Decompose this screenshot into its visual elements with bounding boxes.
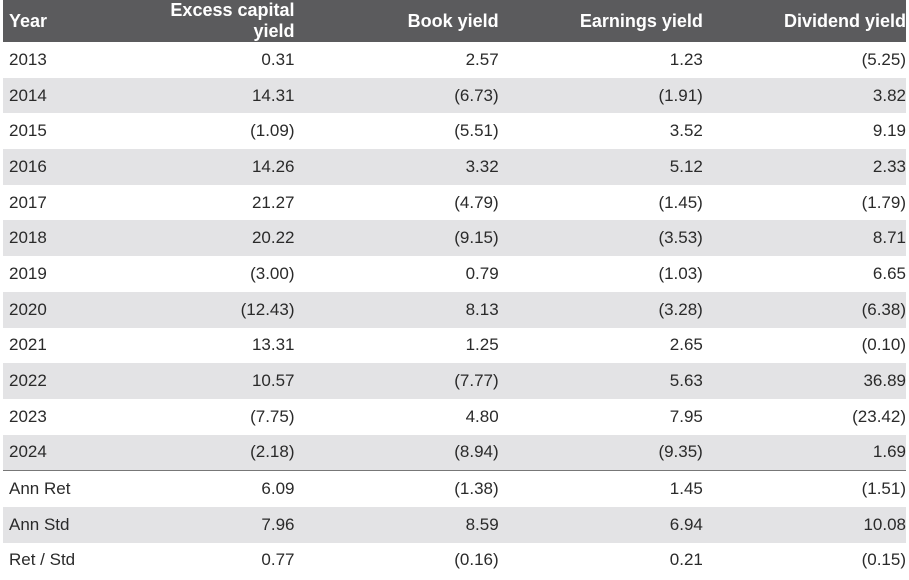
cell-dividend-yield: 8.71 <box>702 220 906 257</box>
cell-year: 2014 <box>3 77 145 114</box>
cell-year: 2017 <box>9 192 47 212</box>
cell-dividend-yield: (5.25) <box>861 49 906 69</box>
cell-book-yield: 1.25 <box>465 335 499 355</box>
cell-dividend-yield: 10.08 <box>702 506 906 543</box>
cell-excess-capital-yield: 21.27 <box>251 192 295 212</box>
cell-year: 2018 <box>3 220 145 257</box>
cell-book-yield: 8.13 <box>294 291 499 328</box>
cell-earnings-yield: (1.45) <box>658 192 703 212</box>
cell-year: 2023 <box>9 406 47 426</box>
table-body: 2013 0.31 2.57 1.23 (5.25) 2014 14.31 (6.73) (1.… <box>3 42 906 578</box>
header-earnings-yield: Earnings yield <box>498 0 703 42</box>
cell-book-yield: 4.80 <box>465 406 499 426</box>
cell-excess-capital-yield: (3.00) <box>250 263 295 283</box>
cell-year: Ann Std <box>3 506 145 543</box>
cell-earnings-yield: 6.94 <box>498 506 703 543</box>
cell-earnings-yield: 2.65 <box>669 335 703 355</box>
table-row: 2017 21.27 (4.79) (1.45) (1.79) <box>3 185 906 221</box>
cell-excess-capital-yield: 7.96 <box>144 506 295 543</box>
cell-earnings-yield: 7.95 <box>669 406 703 426</box>
cell-book-yield: (5.51) <box>454 121 499 141</box>
cell-year: 2021 <box>9 335 47 355</box>
cell-year: 2013 <box>9 49 47 69</box>
cell-excess-capital-yield: (12.43) <box>144 291 295 328</box>
cell-year: 2020 <box>3 291 145 328</box>
cell-dividend-yield: 1.69 <box>702 434 906 471</box>
table-row: 2022 10.57 (7.77) 5.63 36.89 <box>3 363 906 399</box>
cell-excess-capital-yield: 10.57 <box>144 363 295 399</box>
cell-dividend-yield: 2.33 <box>702 149 906 185</box>
cell-dividend-yield: 36.89 <box>702 363 906 399</box>
cell-book-yield: 8.59 <box>294 506 499 543</box>
cell-earnings-yield: (1.03) <box>658 263 703 283</box>
header-row: Year Excess capital yield Book yield Ear… <box>3 0 906 42</box>
cell-excess-capital-yield: (7.75) <box>250 406 295 426</box>
cell-earnings-yield: 1.45 <box>498 470 703 507</box>
cell-earnings-yield: 5.63 <box>498 363 703 399</box>
table-row: 2024 (2.18) (8.94) (9.35) 1.69 <box>3 434 906 471</box>
cell-excess-capital-yield: 14.31 <box>144 77 295 114</box>
cell-book-yield: 3.32 <box>294 149 499 185</box>
cell-book-yield: 0.79 <box>465 263 499 283</box>
cell-earnings-yield: (3.28) <box>498 291 703 328</box>
table-row: 2014 14.31 (6.73) (1.91) 3.82 <box>3 77 906 114</box>
cell-dividend-yield: (1.79) <box>861 192 906 212</box>
cell-earnings-yield: 3.52 <box>669 121 703 141</box>
cell-book-yield: (9.15) <box>294 220 499 257</box>
table-row: 2018 20.22 (9.15) (3.53) 8.71 <box>3 220 906 257</box>
cell-dividend-yield: (23.42) <box>852 406 906 426</box>
table-row: 2016 14.26 3.32 5.12 2.33 <box>3 149 906 185</box>
cell-dividend-yield: (6.38) <box>702 291 906 328</box>
cell-excess-capital-yield: 13.31 <box>251 335 295 355</box>
cell-year: Ann Ret <box>3 470 145 507</box>
header-year: Year <box>3 0 145 42</box>
cell-book-yield: (0.16) <box>454 550 499 570</box>
summary-row: Ret / Std 0.77 (0.16) 0.21 (0.15) <box>3 543 906 579</box>
summary-row: Ann Ret 6.09 (1.38) 1.45 (1.51) <box>3 470 906 507</box>
cell-book-yield: (4.79) <box>454 192 499 212</box>
cell-dividend-yield: (0.15) <box>861 550 906 570</box>
cell-year: 2019 <box>9 263 47 283</box>
cell-earnings-yield: 1.23 <box>669 49 703 69</box>
cell-excess-capital-yield: 0.31 <box>261 49 295 69</box>
cell-dividend-yield: (0.10) <box>861 335 906 355</box>
table-row: 2015 (1.09) (5.51) 3.52 9.19 <box>3 113 906 149</box>
cell-book-yield: 2.57 <box>465 49 499 69</box>
cell-book-yield: (7.77) <box>294 363 499 399</box>
cell-dividend-yield: 3.82 <box>702 77 906 114</box>
cell-year: 2024 <box>3 434 145 471</box>
yield-table: Year Excess capital yield Book yield Ear… <box>3 0 906 578</box>
cell-earnings-yield: (1.91) <box>498 77 703 114</box>
cell-book-yield: (1.38) <box>294 470 499 507</box>
table-row: 2021 13.31 1.25 2.65 (0.10) <box>3 328 906 364</box>
cell-excess-capital-yield: 20.22 <box>144 220 295 257</box>
table-row: 2019 (3.00) 0.79 (1.03) 6.65 <box>3 256 906 292</box>
cell-excess-capital-yield: 14.26 <box>144 149 295 185</box>
header-dividend-yield: Dividend yield <box>702 0 906 42</box>
cell-dividend-yield: 6.65 <box>872 263 906 283</box>
table-row: 2020 (12.43) 8.13 (3.28) (6.38) <box>3 291 906 328</box>
cell-dividend-yield: 9.19 <box>872 121 906 141</box>
cell-year: 2015 <box>9 121 47 141</box>
table-row: 2023 (7.75) 4.80 7.95 (23.42) <box>3 399 906 435</box>
cell-year: Ret / Std <box>9 550 76 570</box>
cell-excess-capital-yield: (1.09) <box>250 121 295 141</box>
header-excess-capital-yield: Excess capital yield <box>144 0 295 42</box>
header-book-yield: Book yield <box>294 0 499 42</box>
cell-year: 2022 <box>3 363 145 399</box>
cell-dividend-yield: (1.51) <box>702 470 906 507</box>
cell-excess-capital-yield: 0.77 <box>261 550 295 570</box>
cell-excess-capital-yield: (2.18) <box>144 434 295 471</box>
cell-excess-capital-yield: 6.09 <box>144 470 295 507</box>
cell-book-yield: (6.73) <box>294 77 499 114</box>
cell-book-yield: (8.94) <box>294 434 499 471</box>
cell-earnings-yield: (3.53) <box>498 220 703 257</box>
table-row: 2013 0.31 2.57 1.23 (5.25) <box>3 42 906 78</box>
cell-earnings-yield: (9.35) <box>498 434 703 471</box>
summary-row: Ann Std 7.96 8.59 6.94 10.08 <box>3 506 906 543</box>
cell-year: 2016 <box>3 149 145 185</box>
cell-earnings-yield: 5.12 <box>498 149 703 185</box>
cell-earnings-yield: 0.21 <box>669 550 703 570</box>
